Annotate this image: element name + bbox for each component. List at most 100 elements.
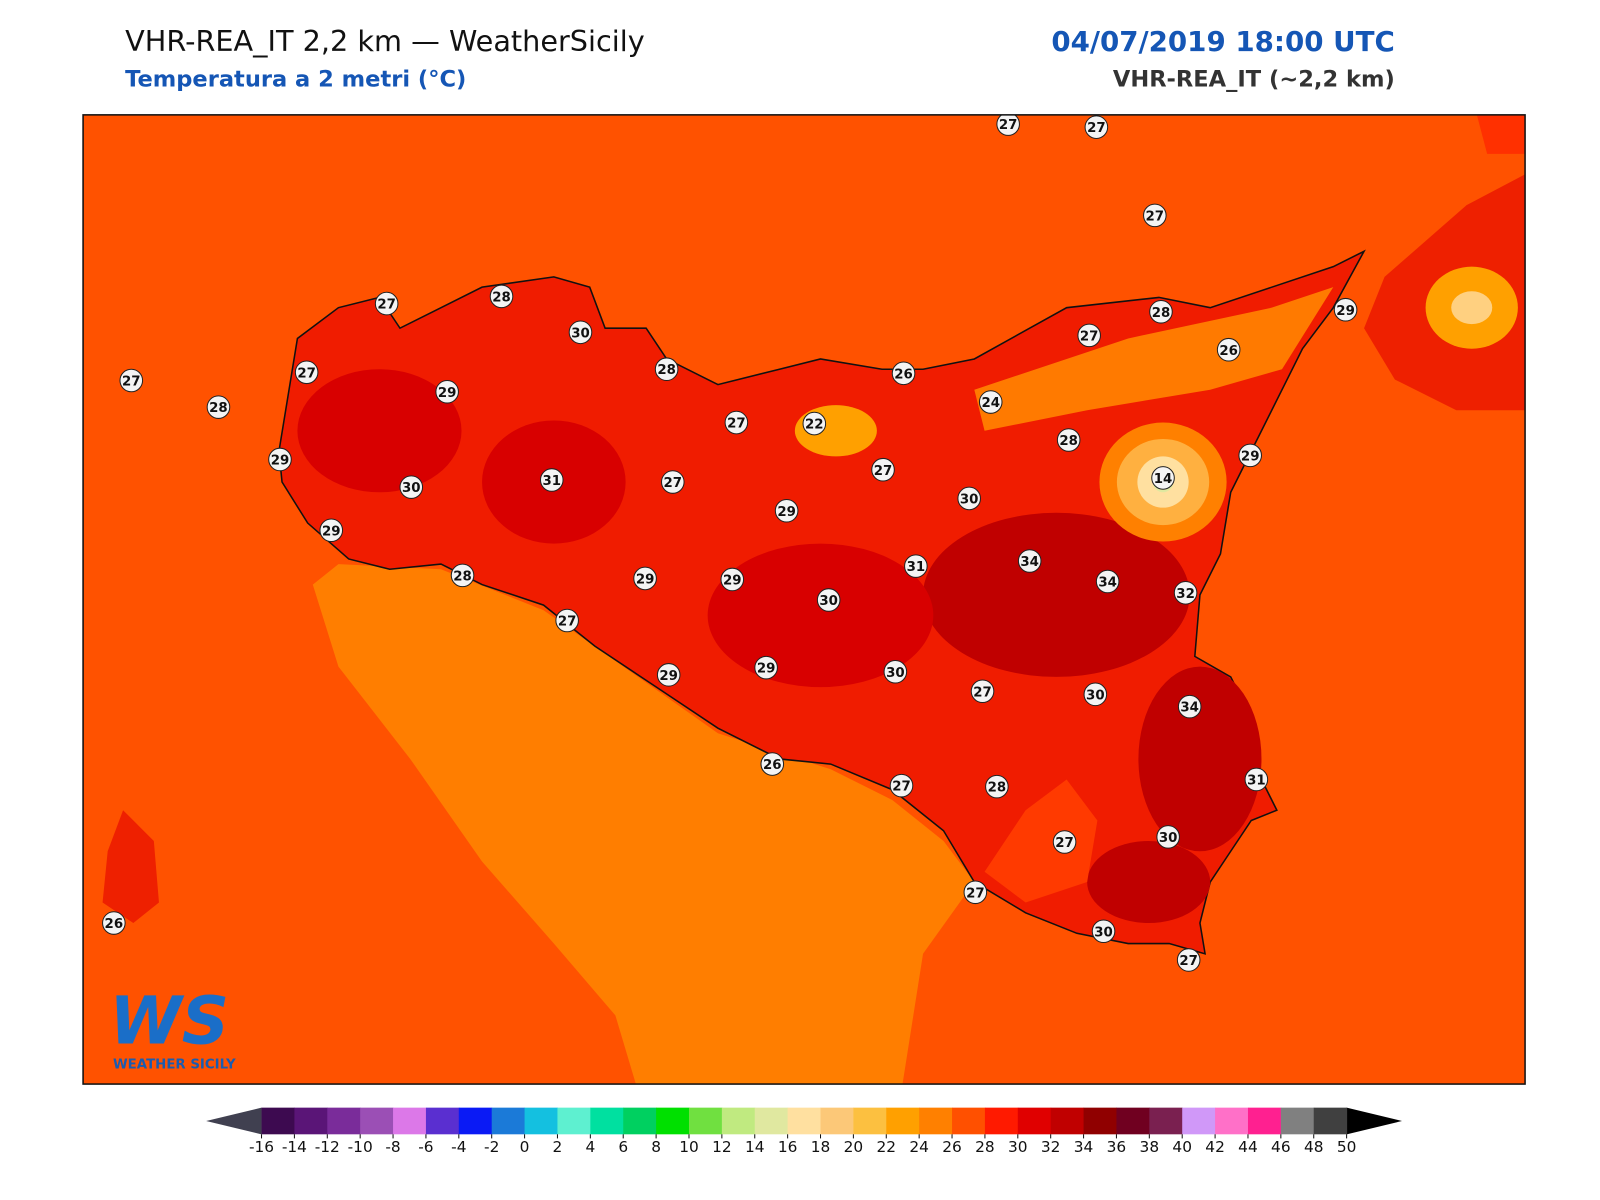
station-marker xyxy=(904,554,928,578)
station-marker xyxy=(654,357,679,382)
colorbar-swatch xyxy=(524,1107,558,1135)
colorbar-tick-label: 24 xyxy=(909,1138,929,1156)
station-marker xyxy=(957,486,981,511)
colorbar-tick-label: 0 xyxy=(520,1138,530,1156)
station-marker xyxy=(102,911,126,935)
colorbar-tick-label: 18 xyxy=(811,1138,831,1156)
station-marker xyxy=(1143,203,1167,228)
colorbar-tick-label: 36 xyxy=(1107,1138,1127,1156)
colorbar-tick-label: 16 xyxy=(778,1138,798,1156)
station-value: 28 xyxy=(657,363,676,378)
stations: 27 27 27 28 29 27 26 26 24 28 29 14 27 28 30 28 27 29 27 28… xyxy=(102,114,1358,972)
station-marker xyxy=(399,475,424,499)
station-marker xyxy=(633,566,657,591)
station-value: 26 xyxy=(763,758,782,773)
station-value: 27 xyxy=(874,464,893,479)
station-value: 30 xyxy=(571,326,590,341)
station-marker xyxy=(1052,830,1077,854)
station-value: 34 xyxy=(1020,555,1039,570)
station-value: 31 xyxy=(907,560,926,575)
subtitle: Temperatura a 2 metri (°C) xyxy=(125,66,466,92)
station-marker xyxy=(568,320,593,345)
station-marker xyxy=(206,395,231,419)
colorbar-tick-label: -10 xyxy=(348,1138,373,1156)
station-marker xyxy=(1177,694,1202,719)
colorbar-swatch xyxy=(1017,1107,1052,1135)
colorbar-tick-label: -16 xyxy=(249,1138,274,1156)
station-value: 29 xyxy=(1241,449,1260,464)
station-value: 28 xyxy=(1152,306,1171,321)
colorbar-swatch xyxy=(1116,1107,1150,1135)
station-marker xyxy=(970,679,995,704)
station-value: 27 xyxy=(558,615,577,630)
colorbar-swatch xyxy=(1083,1107,1117,1135)
station-marker xyxy=(816,588,841,612)
colorbar-tick-label: 4 xyxy=(585,1138,595,1156)
station-value: 28 xyxy=(492,290,511,305)
station-value: 30 xyxy=(960,492,979,507)
station-marker xyxy=(1333,297,1358,322)
station-marker xyxy=(1238,443,1263,468)
station-marker xyxy=(891,361,916,386)
station-value: 29 xyxy=(723,573,742,588)
logo-mark: WS xyxy=(109,984,229,1060)
colorbar: -16 -14 -12 -10 -8 -6 -4 -2 0 2 4 6 8 10 12 14 16 18 20 22 2… xyxy=(206,1107,1402,1156)
station-marker xyxy=(660,470,685,494)
logo-text: WEATHER SICILY xyxy=(113,1058,236,1073)
station-value: 14 xyxy=(1154,472,1173,487)
colorbar-swatch xyxy=(721,1107,756,1135)
station-value: 28 xyxy=(209,401,228,416)
station-marker xyxy=(1173,581,1198,605)
colorbar-tick-label: -8 xyxy=(385,1138,400,1156)
colorbar-swatch xyxy=(294,1107,328,1135)
station-marker xyxy=(1176,948,1201,972)
station-marker xyxy=(268,447,292,472)
colorbar-swatch xyxy=(853,1107,887,1135)
station-value: 22 xyxy=(805,418,824,433)
colorbar-swatch xyxy=(919,1107,953,1135)
station-marker xyxy=(489,284,514,309)
colorbar-swatch xyxy=(1247,1107,1282,1135)
colorbar-over xyxy=(1346,1107,1402,1135)
station-marker xyxy=(1084,115,1109,139)
colorbar-tick-label: 22 xyxy=(876,1138,896,1156)
colorbar-swatch xyxy=(327,1107,361,1135)
colorbar-swatch xyxy=(261,1107,295,1135)
colorbar-tick-label: 12 xyxy=(712,1138,732,1156)
station-value: 27 xyxy=(727,417,746,432)
colorbar-tick-label: -4 xyxy=(451,1138,466,1156)
colorbar-swatch xyxy=(1149,1107,1183,1135)
colorbar-swatch xyxy=(1182,1107,1216,1135)
station-value: 27 xyxy=(973,685,992,700)
station-value: 31 xyxy=(542,474,561,489)
station-value: 27 xyxy=(122,375,141,390)
colorbar-tick-label: 14 xyxy=(745,1138,765,1156)
station-marker xyxy=(1244,767,1269,792)
station-value: 29 xyxy=(777,505,796,520)
colorbar-tick-label: 6 xyxy=(618,1138,628,1156)
station-value: 29 xyxy=(438,386,457,401)
station-value: 27 xyxy=(892,780,911,795)
datetime: 04/07/2019 18:00 UTC xyxy=(1051,25,1394,58)
station-value: 30 xyxy=(1094,925,1113,940)
colorbar-swatch xyxy=(623,1107,657,1135)
colorbar-tick-label: 8 xyxy=(651,1138,661,1156)
colorbar-tick-label: 30 xyxy=(1008,1138,1028,1156)
station-marker xyxy=(883,659,908,684)
station-marker xyxy=(871,457,895,482)
colorbar-swatch xyxy=(984,1107,1019,1135)
model: VHR-REA_IT (~2,2 km) xyxy=(1113,66,1395,92)
station-value: 27 xyxy=(664,476,683,491)
station-value: 26 xyxy=(1219,344,1238,359)
station-value: 27 xyxy=(1146,209,1165,224)
station-marker xyxy=(978,390,1003,414)
station-value: 30 xyxy=(886,666,905,681)
station-marker xyxy=(1151,466,1175,490)
map: 27 27 27 28 29 27 26 26 24 28 29 14 27 28 30 28 27 29 27 28… xyxy=(83,114,1526,1085)
colorbar-tick-label: 26 xyxy=(942,1138,962,1156)
colorbar-tick-label: 28 xyxy=(975,1138,995,1156)
station-value: 27 xyxy=(1179,954,1198,969)
station-value: 29 xyxy=(757,662,776,677)
station-marker xyxy=(1083,682,1108,707)
station-value: 30 xyxy=(1086,688,1105,703)
